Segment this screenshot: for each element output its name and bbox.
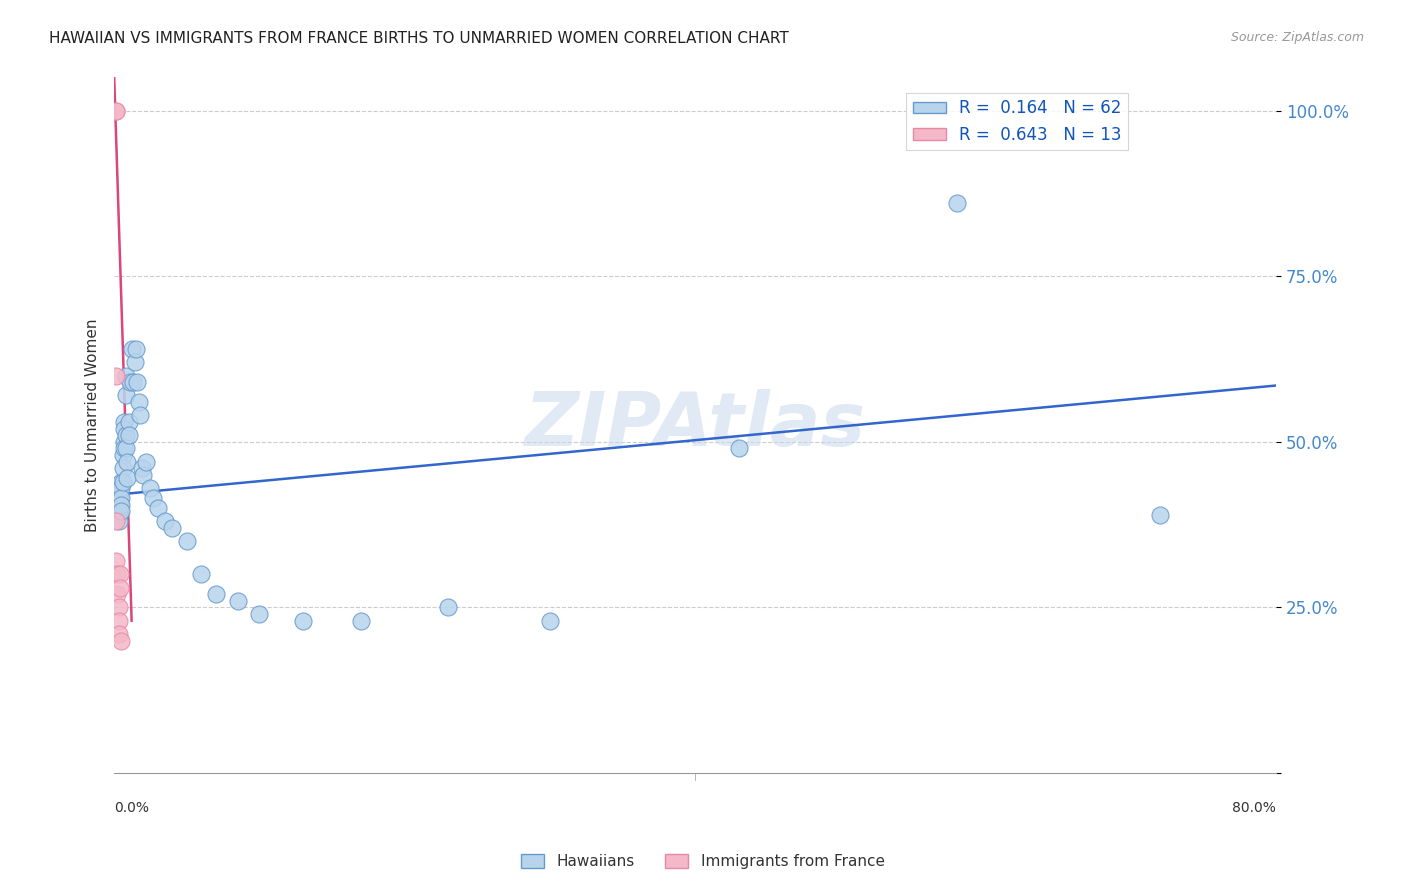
Point [131,461,153,475]
Point [107,488,129,502]
Point [105,501,128,516]
Point [120,375,142,389]
Point [111,448,134,462]
Point [110,633,132,648]
Point [139,481,162,495]
Point [190,567,212,582]
Point [107,600,129,615]
Point [142,491,165,505]
Point [110,475,132,489]
Point [114,368,136,383]
Point [110,481,132,495]
Point [104,488,127,502]
Point [104,501,127,516]
Point [108,481,131,495]
Point [110,504,132,518]
Point [114,388,136,402]
Point [125,342,148,356]
Point [104,514,127,528]
Point [437,600,460,615]
Text: ZIPAtlas: ZIPAtlas [524,389,866,462]
Legend: Hawaiians, Immigrants from France: Hawaiians, Immigrants from France [516,848,890,875]
Point [945,196,967,211]
Point [104,368,127,383]
Point [107,491,129,505]
Point [107,514,129,528]
Point [104,103,127,118]
Text: 0.0%: 0.0% [114,801,149,815]
Point [538,614,561,628]
Y-axis label: Births to Unmarried Women: Births to Unmarried Women [86,318,100,532]
Point [114,428,136,442]
Point [110,491,132,505]
Point [105,587,128,601]
Point [117,471,139,485]
Point [105,491,128,505]
Point [112,415,135,429]
Point [135,455,157,469]
Point [107,627,129,641]
Point [127,375,149,389]
Point [110,498,132,512]
Point [121,342,143,356]
Point [727,442,749,456]
Text: Source: ZipAtlas.com: Source: ZipAtlas.com [1230,31,1364,45]
Point [104,103,127,118]
Point [292,614,315,628]
Point [122,375,145,389]
Point [117,455,139,469]
Point [162,521,184,535]
Point [104,554,127,568]
Point [107,498,129,512]
Point [112,421,135,435]
Point [128,395,150,409]
Point [114,442,136,456]
Point [107,614,129,628]
Text: 80.0%: 80.0% [1232,801,1277,815]
Point [112,442,135,456]
Point [124,355,146,369]
Point [226,594,249,608]
Point [108,567,131,582]
Point [146,501,169,516]
Point [108,494,131,508]
Point [105,488,128,502]
Point [249,607,271,621]
Point [112,434,135,449]
Point [108,484,131,499]
Point [108,501,131,516]
Point [129,409,152,423]
Point [111,475,134,489]
Point [105,567,128,582]
Point [153,514,176,528]
Point [205,587,228,601]
Text: HAWAIIAN VS IMMIGRANTS FROM FRANCE BIRTHS TO UNMARRIED WOMEN CORRELATION CHART: HAWAIIAN VS IMMIGRANTS FROM FRANCE BIRTH… [49,31,789,46]
Point [108,581,131,595]
Point [350,614,373,628]
Legend: R =  0.164   N = 62, R =  0.643   N = 13: R = 0.164 N = 62, R = 0.643 N = 13 [905,93,1129,151]
Point [132,467,155,482]
Point [118,415,141,429]
Point [107,508,129,522]
Point [111,461,134,475]
Point [1149,508,1171,522]
Point [176,534,198,549]
Point [118,428,141,442]
